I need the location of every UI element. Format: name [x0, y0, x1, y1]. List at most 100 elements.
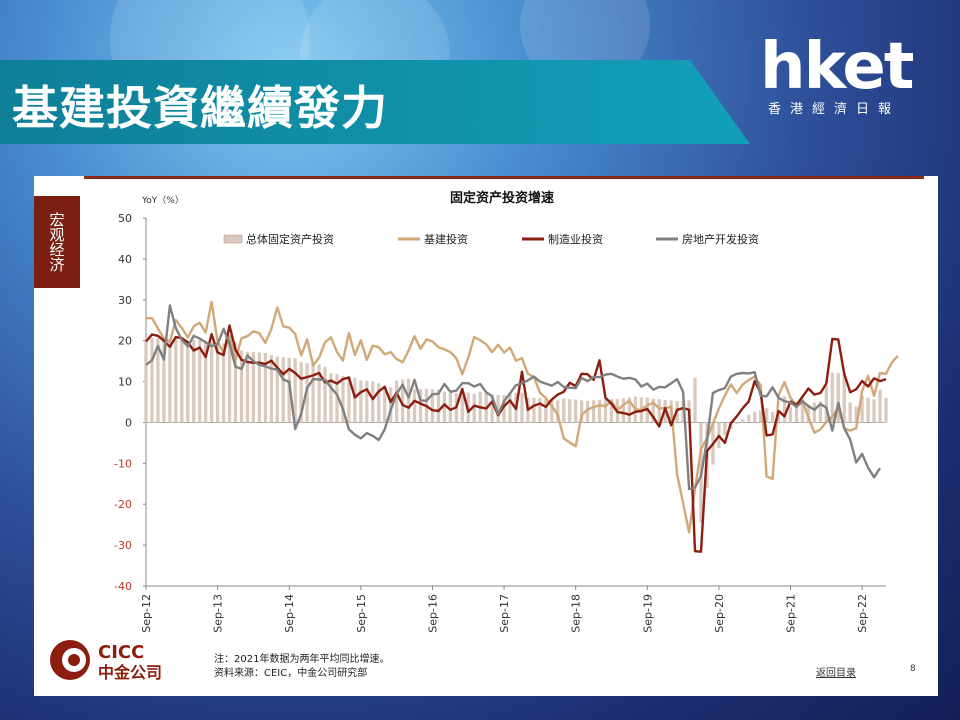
- bar-total-investment: [776, 415, 781, 423]
- bar-total-investment: [210, 342, 214, 423]
- bar-total-investment: [854, 406, 858, 423]
- bar-total-investment: [860, 395, 864, 423]
- bar-total-investment: [448, 392, 452, 423]
- x-tick-label: Sep-17: [498, 594, 511, 633]
- bar-total-investment: [412, 389, 417, 423]
- footer-note-line: 注：2021年数据为两年平均同比增速。: [214, 654, 390, 665]
- bar-total-investment: [150, 337, 154, 423]
- bar-total-investment: [830, 372, 834, 423]
- footer-source-line: 资料来源：CEIC，中金公司研究部: [214, 668, 368, 679]
- bar-total-investment: [251, 352, 256, 423]
- investment-growth-chart: 固定资产投资增速 YoY（%） 50 40 30 20 10 0 -10 -20 -30 -40 Sep…: [114, 190, 899, 633]
- bar-total-investment: [311, 363, 315, 423]
- bar-total-investment: [735, 422, 739, 424]
- title-banner: [0, 60, 750, 144]
- bar-total-investment: [609, 399, 614, 423]
- bar-total-investment: [574, 399, 578, 423]
- bar-total-investment: [198, 340, 202, 423]
- side-tab: 宏观经济: [34, 196, 80, 288]
- chart-title: 固定资产投资增速: [450, 190, 554, 206]
- cicc-logo: CICC 中金公司: [50, 640, 162, 682]
- bar-total-investment: [335, 374, 339, 423]
- slide-panel: 宏观经济 固定资产投资增速 YoY（%） 50 40 30 20 10 0 -10 -20 -30 -…: [34, 176, 938, 696]
- bar-total-investment: [532, 397, 536, 423]
- bar-total-investment: [723, 422, 727, 436]
- bar-total-investment: [878, 389, 882, 423]
- bar-total-investment: [377, 383, 381, 423]
- bar-total-investment: [681, 401, 685, 423]
- bar-total-investment: [782, 396, 787, 423]
- bar-total-investment: [812, 402, 817, 423]
- bar-total-investment: [269, 354, 273, 423]
- bar-total-investment: [597, 399, 602, 423]
- bar-total-investment: [353, 377, 357, 423]
- legend-swatch: [223, 234, 243, 244]
- bar-total-investment: [550, 399, 554, 423]
- bar-total-investment: [693, 377, 697, 423]
- bar-total-investment: [836, 372, 840, 423]
- bar-total-investment: [472, 393, 476, 423]
- x-tick-label: Sep-22: [856, 594, 869, 633]
- legend-label: 房地产开发投资: [682, 232, 759, 246]
- bar-total-investment: [848, 402, 852, 423]
- bar-total-investment: [383, 385, 387, 423]
- bar-total-investment: [538, 397, 542, 423]
- page-number: 8: [910, 664, 916, 674]
- bar-total-investment: [317, 364, 321, 423]
- line-series-3: [145, 304, 882, 491]
- y-tick-label: 30: [118, 294, 132, 307]
- bar-total-investment: [460, 393, 464, 423]
- cicc-logo-en: CICC: [98, 642, 144, 663]
- bar-total-investment: [359, 380, 363, 423]
- legend-label: 总体固定资产投资: [246, 232, 334, 246]
- x-tick-label: Sep-19: [641, 594, 654, 633]
- x-tick-label: Sep-21: [785, 594, 798, 633]
- bar-total-investment: [204, 340, 208, 423]
- y-tick-label: 40: [118, 253, 132, 266]
- bar-total-investment: [591, 400, 596, 423]
- bar-total-investment: [496, 395, 500, 423]
- x-tick-label: Sep-14: [283, 594, 296, 633]
- bar-total-investment: [741, 419, 745, 423]
- bar-total-investment: [180, 339, 184, 423]
- y-tick-label: 20: [118, 335, 132, 348]
- bar-total-investment: [800, 397, 805, 423]
- bar-total-investment: [621, 398, 626, 423]
- x-tick-label: Sep-18: [570, 594, 583, 633]
- bar-total-investment: [400, 379, 405, 423]
- bar-total-investment: [245, 351, 250, 423]
- bar-total-investment: [603, 399, 608, 423]
- bar-total-investment: [657, 399, 661, 423]
- bar-total-investment: [436, 389, 441, 423]
- hket-logo-subtitle: 香港經濟日報: [768, 102, 901, 117]
- bar-total-investment: [585, 400, 590, 423]
- x-tick-label: Sep-12: [140, 594, 153, 633]
- bar-total-investment: [556, 400, 560, 423]
- slide-title: 基建投資繼續發力: [12, 81, 388, 135]
- x-tick-label: Sep-16: [426, 594, 439, 633]
- x-tick-label: Sep-15: [355, 594, 368, 633]
- bar-total-investment: [365, 380, 369, 423]
- bar-total-investment: [168, 339, 172, 423]
- bar-total-investment: [842, 371, 846, 423]
- bar-total-investment: [323, 366, 327, 423]
- bar-total-investment: [257, 352, 262, 423]
- bar-total-investment: [371, 381, 375, 423]
- legend-label: 制造业投资: [548, 232, 603, 246]
- bar-total-investment: [866, 397, 870, 423]
- top-rule: [84, 176, 924, 179]
- bar-total-investment: [156, 338, 160, 423]
- bar-total-investment: [395, 380, 399, 423]
- bar-total-investment: [186, 340, 190, 423]
- y-tick-label: -10: [114, 457, 132, 470]
- line-series-2: [145, 324, 887, 553]
- bar-total-investment: [568, 399, 572, 423]
- bar-total-investment: [788, 406, 793, 423]
- bar-total-investment: [747, 415, 751, 423]
- hket-logo: hket: [760, 30, 914, 104]
- footer-note: 注：2021年数据为两年平均同比增速。 资料来源：CEIC，中金公司研究部: [214, 653, 389, 681]
- bar-total-investment: [221, 343, 226, 423]
- bar-total-investment: [341, 375, 345, 423]
- bar-total-investment: [627, 397, 632, 423]
- back-to-contents-link[interactable]: 返回目录: [816, 668, 856, 679]
